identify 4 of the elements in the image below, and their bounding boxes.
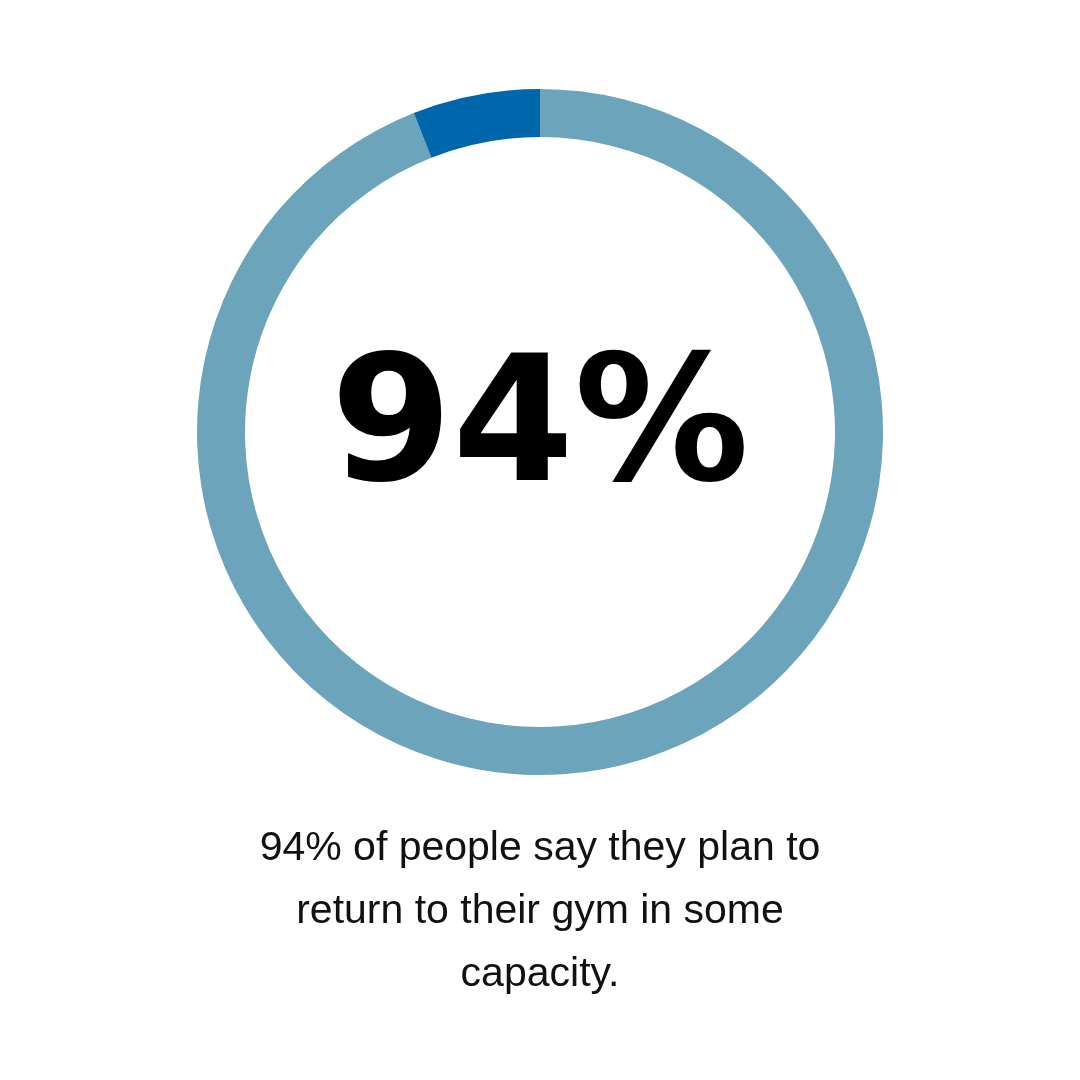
text: 94% of people say they plan to return to their gym in some capacity. bbox=[258, 822, 822, 997]
data-label: 94% bbox=[330, 318, 750, 521]
donut-slice bbox=[197, 89, 883, 775]
donut-slice bbox=[413, 89, 540, 158]
